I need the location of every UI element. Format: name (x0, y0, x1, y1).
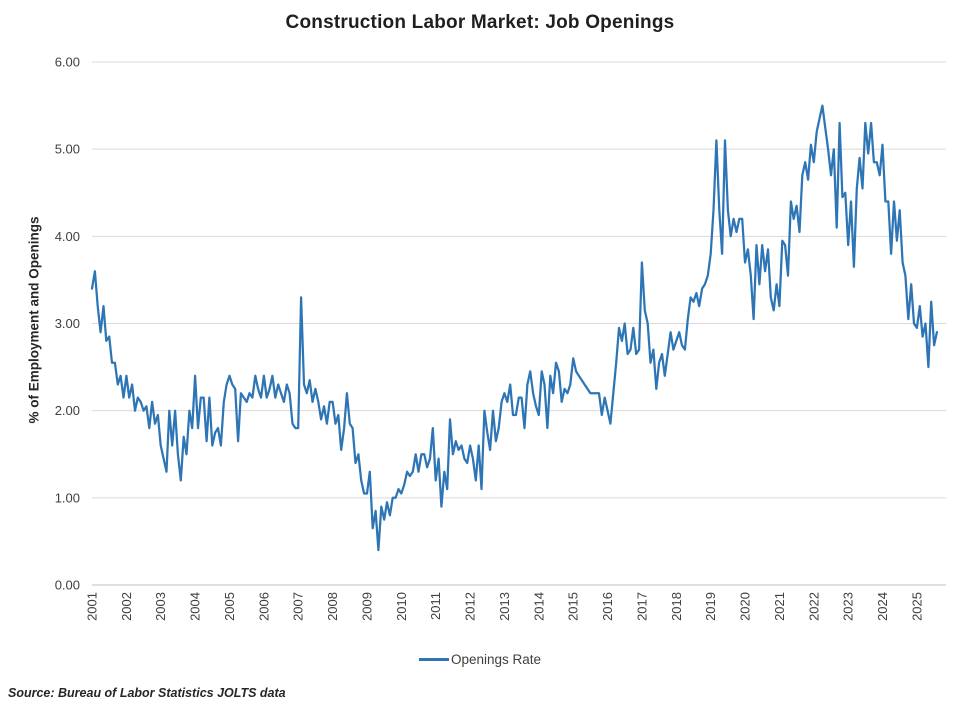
y-tick-label: 1.00 (55, 490, 80, 505)
legend-label: Openings Rate (450, 651, 542, 667)
x-tick-label: 2003 (153, 592, 168, 621)
x-tick-label: 2007 (291, 592, 306, 621)
x-tick-label: 2018 (669, 592, 684, 621)
x-tick-label: 2019 (703, 592, 718, 621)
y-tick-label: 4.00 (55, 229, 80, 244)
x-tick-label: 2012 (463, 592, 478, 621)
y-tick-label: 0.00 (55, 578, 80, 593)
x-tick-label: 2006 (256, 592, 271, 621)
y-tick-label: 6.00 (55, 55, 80, 70)
x-tick-label: 2002 (119, 592, 134, 621)
x-tick-label: 2015 (566, 592, 581, 621)
x-tick-label: 2004 (188, 592, 203, 621)
x-tick-label: 2016 (600, 592, 615, 621)
y-tick-label: 2.00 (55, 403, 80, 418)
x-tick-label: 2008 (325, 592, 340, 621)
legend: Openings Rate (0, 647, 960, 671)
x-tick-label: 2022 (806, 592, 821, 621)
x-tick-label: 2001 (85, 592, 100, 621)
x-tick-label: 2023 (841, 592, 856, 621)
source-note: Source: Bureau of Labor Statistics JOLTS… (8, 686, 286, 700)
y-tick-label: 5.00 (55, 142, 80, 157)
x-tick-label: 2010 (394, 592, 409, 621)
legend-line-marker (418, 657, 449, 661)
x-tick-label: 2005 (222, 592, 237, 621)
x-tick-label: 2014 (531, 592, 546, 621)
x-tick-label: 2021 (772, 592, 787, 621)
y-tick-label: 3.00 (55, 316, 80, 331)
x-tick-label: 2009 (359, 592, 374, 621)
chart-title: Construction Labor Market: Job Openings (285, 12, 675, 33)
x-tick-label: 2017 (634, 592, 649, 621)
x-tick-label: 2025 (909, 592, 924, 621)
x-tick-label: 2024 (875, 592, 890, 621)
x-tick-label: 2020 (738, 592, 753, 621)
x-tick-label: 2011 (428, 592, 443, 620)
openings-rate-line (90, 104, 939, 552)
x-tick-label: 2013 (497, 592, 512, 621)
